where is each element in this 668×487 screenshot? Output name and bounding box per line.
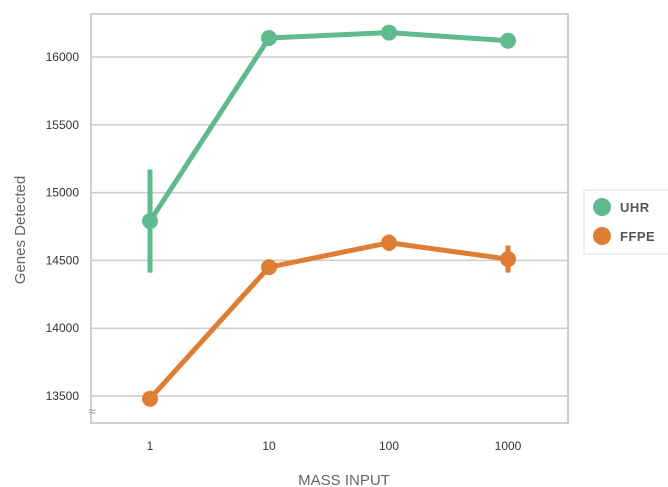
y-tick-label: 14500 [46,253,80,267]
legend: UHR FFPE [583,189,668,255]
legend-label: UHR [620,200,650,215]
series-ffpe [142,234,516,407]
plot-frame [90,13,569,424]
data-point [261,30,277,47]
data-point [500,251,516,268]
y-tick-labels: 13500 14000 14500 15000 15500 16000 [46,50,80,403]
axis-break-mark: ≈ [88,403,96,419]
data-point [261,259,277,276]
data-point [142,213,158,230]
x-tick-label: 10 [262,439,276,453]
y-tick-label: 15000 [46,186,80,200]
x-tick-labels: 1 10 100 1000 [147,439,522,453]
data-point [500,32,516,49]
y-tick-label: 14000 [46,321,80,335]
y-tick-label: 15500 [46,118,80,132]
x-axis-title: MASS INPUT [298,472,390,487]
series-layer [142,24,516,407]
y-axis-title: Genes Detected [12,176,29,284]
y-tick-label: 13500 [46,389,80,403]
series-line [147,240,511,402]
x-tick-label: 100 [379,439,399,453]
grid-lines [91,56,568,397]
legend-swatch [593,198,611,216]
legend-swatch [593,227,611,245]
data-point [142,390,158,407]
legend-label: FFPE [620,229,655,244]
series-line [147,30,511,224]
x-tick-label: 1000 [495,439,522,453]
series-uhr [142,24,516,273]
y-tick-label: 16000 [46,50,80,64]
data-point [381,234,397,251]
x-tick-label: 1 [147,439,154,453]
data-point [381,24,397,41]
